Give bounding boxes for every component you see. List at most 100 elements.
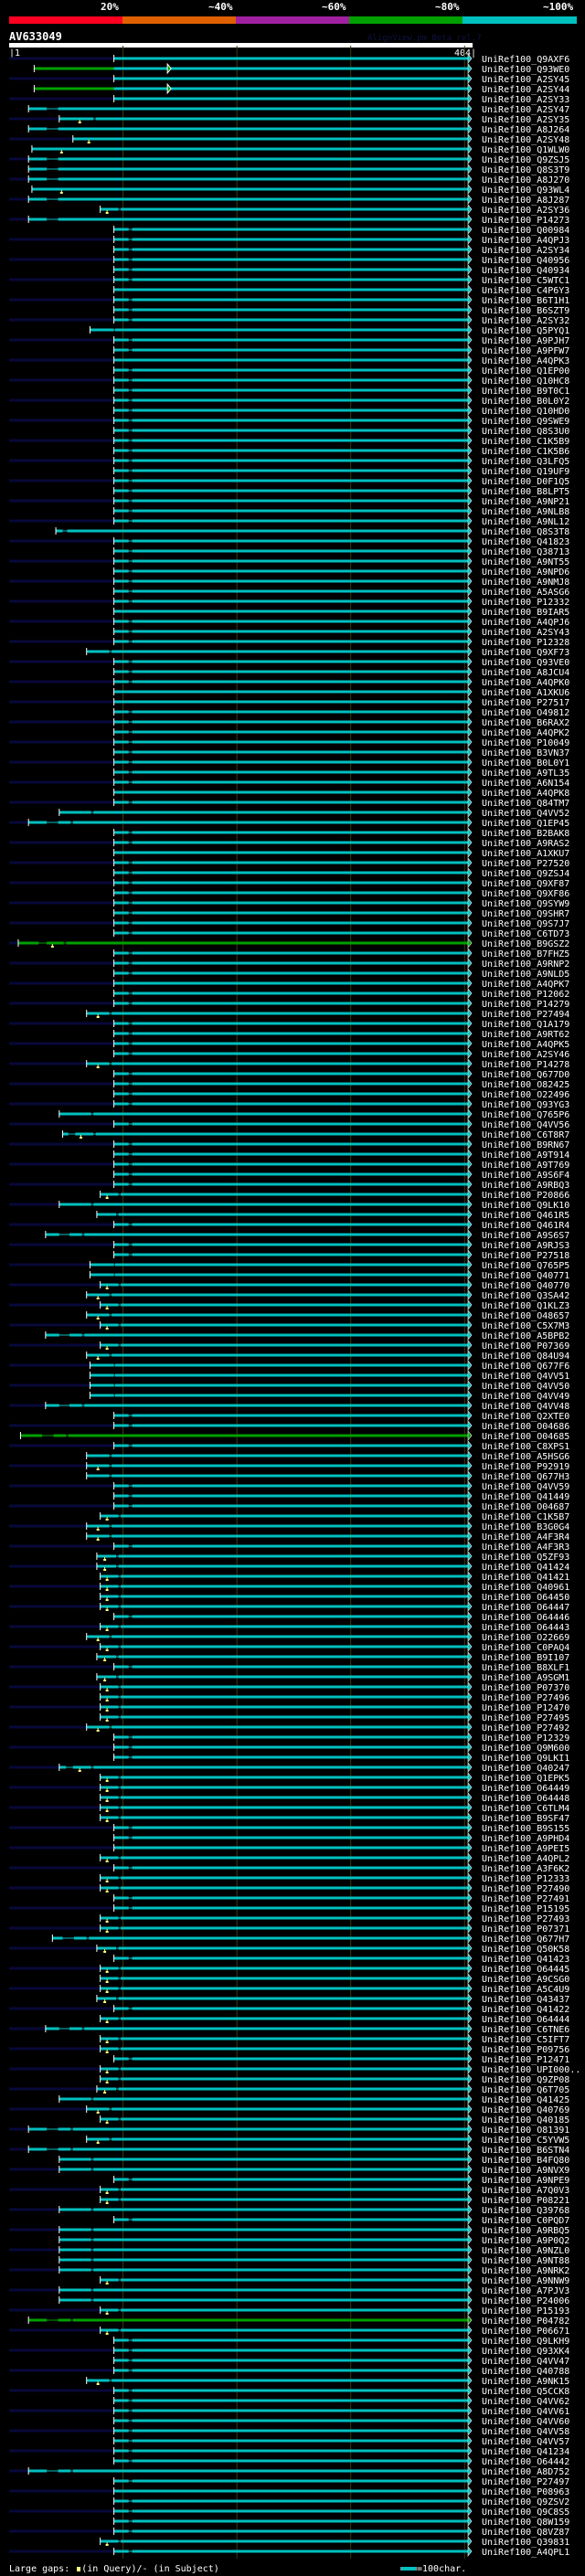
alignment-segment bbox=[100, 1856, 119, 1860]
alignment-segment bbox=[132, 449, 469, 452]
row-stripe bbox=[9, 2429, 114, 2433]
alignment-segment bbox=[118, 1997, 468, 2000]
alignment-segment bbox=[112, 1474, 468, 1478]
hit-label: UniRef100_P15195 bbox=[482, 1904, 569, 1914]
hit-end-arrow-icon bbox=[467, 1279, 473, 1290]
alignment-segment bbox=[132, 268, 469, 271]
hit-end-arrow-icon bbox=[467, 1782, 473, 1793]
hit-label: UniRef100_Q677H7 bbox=[482, 1935, 569, 1945]
hit-label: UniRef100_A9NLB8 bbox=[482, 507, 569, 517]
hit-label: UniRef100_P09756 bbox=[482, 2045, 569, 2055]
alignment-segment bbox=[86, 2107, 110, 2111]
hit-end-arrow-icon bbox=[467, 2425, 473, 2436]
hit-end-arrow-icon bbox=[467, 2144, 473, 2155]
color-segment-20 bbox=[9, 16, 122, 24]
row-stripe bbox=[9, 1484, 114, 1488]
row-stripe bbox=[9, 1524, 87, 1528]
alignment-segment bbox=[112, 650, 468, 653]
hit-end-arrow-icon bbox=[467, 154, 473, 164]
alignment-segment bbox=[75, 1132, 94, 1136]
alignment-segment bbox=[113, 961, 129, 965]
alignment-segment bbox=[72, 1765, 91, 1769]
hit-end-arrow-icon bbox=[467, 1078, 473, 1089]
alignment-segment bbox=[86, 1062, 110, 1065]
row-stripe bbox=[9, 2549, 114, 2553]
row-stripe bbox=[9, 599, 114, 603]
query-gap-marker-icon bbox=[105, 1328, 109, 1330]
alignment-segment bbox=[113, 589, 129, 593]
row-stripe bbox=[9, 1504, 114, 1508]
row-stripe bbox=[9, 2067, 101, 2071]
hit-label: UniRef100_Q8S3U0 bbox=[482, 427, 569, 437]
alignment-segment bbox=[113, 971, 129, 975]
alignment-segment bbox=[113, 1052, 129, 1055]
alignment-segment bbox=[58, 2318, 71, 2322]
hit-end-arrow-icon bbox=[467, 2114, 473, 2125]
hit-end-arrow-icon bbox=[467, 817, 473, 828]
alignment-segment bbox=[113, 1142, 129, 1146]
alignment-segment bbox=[118, 1675, 468, 1679]
hit-end-arrow-icon bbox=[467, 425, 473, 436]
row-stripe bbox=[9, 1102, 114, 1106]
alignment-segment bbox=[132, 861, 469, 864]
color-segment-80 bbox=[349, 16, 463, 24]
alignment-segment bbox=[31, 187, 469, 191]
alignment-segment bbox=[121, 2188, 468, 2191]
hit-label: UniRef100_P15193 bbox=[482, 2306, 569, 2316]
alignment-segment bbox=[112, 1464, 468, 1468]
hit-label: UniRef100_A9S6S7 bbox=[482, 1231, 569, 1241]
query-gap-marker-icon bbox=[105, 1348, 109, 1350]
hit-label: UniRef100_Q1WLW0 bbox=[482, 145, 569, 155]
hit-end-arrow-icon bbox=[467, 1390, 473, 1401]
hit-end-arrow-icon bbox=[467, 143, 473, 154]
hit-label: UniRef100_C4P6Y3 bbox=[482, 286, 569, 296]
row-stripe bbox=[9, 2409, 114, 2412]
hit-label: UniRef100_Q677H3 bbox=[482, 1472, 569, 1482]
row-stripe bbox=[9, 881, 114, 885]
hit-end-arrow-icon bbox=[467, 1320, 473, 1330]
row-stripe bbox=[9, 278, 114, 281]
alignment-segment bbox=[118, 1655, 468, 1659]
hit-end-arrow-icon bbox=[467, 1701, 473, 1712]
row-stripe bbox=[9, 499, 114, 503]
hit-label: UniRef100_P12470 bbox=[482, 1703, 569, 1713]
hit-label: UniRef100_Q39831 bbox=[482, 2538, 569, 2548]
row-stripe bbox=[9, 57, 114, 60]
hit-end-arrow-icon bbox=[467, 1480, 473, 1491]
alignment-segment bbox=[100, 1595, 119, 1598]
hit-label: UniRef100_Q3SA42 bbox=[482, 1291, 569, 1301]
alignment-segment bbox=[93, 2168, 469, 2171]
hit-label: UniRef100_Q41421 bbox=[482, 1573, 569, 1583]
alignment-segment bbox=[96, 2087, 117, 2091]
alignment-segment bbox=[132, 871, 469, 875]
alignment-segment bbox=[113, 378, 129, 382]
hit-end-arrow-icon bbox=[467, 1511, 473, 1521]
alignment-segment bbox=[132, 991, 469, 995]
alignment-segment bbox=[113, 730, 129, 734]
row-stripe bbox=[9, 1162, 114, 1166]
alignment-segment bbox=[113, 238, 129, 241]
query-gap-marker-icon bbox=[59, 192, 63, 194]
hit-end-arrow-icon bbox=[467, 1923, 473, 1934]
alignment-segment bbox=[132, 1906, 469, 1910]
alignment-segment bbox=[100, 1796, 119, 1799]
alignment-segment bbox=[114, 1263, 468, 1267]
hit-end-arrow-icon bbox=[467, 1490, 473, 1501]
alignment-segment bbox=[113, 2479, 129, 2483]
hit-end-arrow-icon bbox=[467, 1219, 473, 1230]
alignment-segment bbox=[113, 1072, 129, 1076]
hit-label: UniRef100_Q38713 bbox=[482, 547, 569, 557]
row-stripe bbox=[9, 1082, 114, 1086]
alignment-segment bbox=[93, 2268, 469, 2272]
hit-label: UniRef100_Q9LKI1 bbox=[482, 1754, 569, 1764]
hit-label: UniRef100_Q4VV58 bbox=[482, 2427, 569, 2437]
alignment-segment bbox=[132, 2369, 469, 2372]
alignment-segment bbox=[113, 1002, 129, 1005]
row-stripe bbox=[9, 1966, 101, 1970]
alignment-segment bbox=[121, 2198, 468, 2201]
hit-end-arrow-icon bbox=[467, 1460, 473, 1471]
query-gap-marker-icon bbox=[105, 2192, 109, 2194]
hit-end-arrow-icon bbox=[467, 696, 473, 707]
hit-label: UniRef100_Q8W159 bbox=[482, 2518, 569, 2528]
alignment-segment bbox=[86, 1635, 110, 1638]
